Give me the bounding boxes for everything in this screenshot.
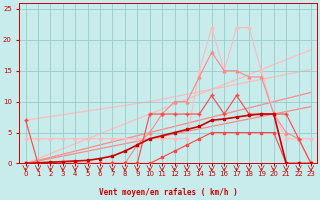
X-axis label: Vent moyen/en rafales ( km/h ): Vent moyen/en rafales ( km/h ) [99,188,238,197]
